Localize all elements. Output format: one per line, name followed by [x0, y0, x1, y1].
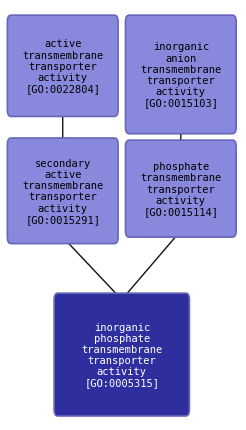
Text: inorganic
anion
transmembrane
transporter
activity
[GO:0015103]: inorganic anion transmembrane transporte…: [140, 42, 221, 108]
Text: active
transmembrane
transporter
activity
[GO:0022804]: active transmembrane transporter activit…: [22, 39, 103, 94]
FancyBboxPatch shape: [125, 141, 236, 237]
FancyBboxPatch shape: [54, 293, 189, 416]
Text: inorganic
phosphate
transmembrane
transporter
activity
[GO:0005315]: inorganic phosphate transmembrane transp…: [81, 322, 162, 388]
FancyBboxPatch shape: [125, 16, 236, 135]
Text: phosphate
transmembrane
transporter
activity
[GO:0015114]: phosphate transmembrane transporter acti…: [140, 162, 221, 217]
FancyBboxPatch shape: [7, 138, 118, 244]
Text: secondary
active
transmembrane
transporter
activity
[GO:0015291]: secondary active transmembrane transport…: [22, 158, 103, 224]
FancyBboxPatch shape: [7, 16, 118, 117]
